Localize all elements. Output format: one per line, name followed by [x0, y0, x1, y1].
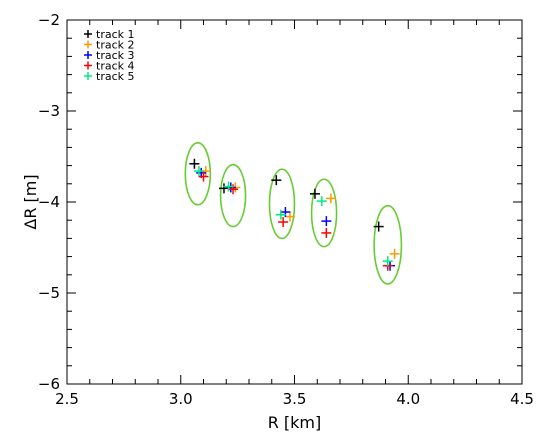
data-point-plus: [321, 227, 332, 238]
data-point-plus: [189, 158, 200, 169]
legend-label: track 5: [96, 70, 135, 83]
y-tick-label: −5: [38, 284, 60, 302]
y-tick-label: −2: [38, 11, 60, 29]
data-point-plus: [316, 196, 327, 207]
legend-entry: track 2: [84, 39, 135, 52]
data-point-plus: [225, 182, 236, 193]
x-axis-title: R [km]: [268, 413, 322, 432]
data-point-plus: [218, 183, 229, 194]
legend-label: track 3: [96, 49, 135, 62]
data-point-plus: [280, 207, 291, 218]
y-axis-ticks: −6 −5 −4 −3 −2: [38, 11, 522, 393]
legend-label: track 4: [96, 60, 135, 73]
cluster-ellipse: [268, 168, 296, 240]
data-point-plus: [309, 188, 320, 199]
legend-entry: track 5: [84, 70, 135, 83]
legend-entry: track 3: [84, 49, 135, 62]
data-point-plus: [373, 221, 384, 232]
y-tick-label: −6: [38, 375, 60, 393]
data-point-plus: [223, 181, 234, 192]
cluster-ellipse: [310, 178, 338, 248]
legend-entry: track 1: [84, 28, 135, 41]
x-tick-label: 3.5: [283, 390, 307, 408]
data-point-plus: [389, 248, 400, 259]
data-points: [189, 158, 400, 271]
x-tick-label: 4.5: [510, 390, 534, 408]
data-point-plus: [284, 211, 295, 222]
data-point-plus: [193, 166, 204, 177]
data-point-plus: [275, 209, 286, 220]
data-point-plus: [228, 184, 239, 195]
cluster-ellipse: [184, 142, 212, 206]
legend-label: track 1: [96, 28, 135, 41]
x-tick-label: 2.5: [55, 390, 79, 408]
data-point-plus: [382, 256, 393, 267]
cluster-ellipses: [184, 142, 403, 285]
y-axis-title: ΔR [m]: [21, 174, 40, 229]
legend-label: track 2: [96, 39, 135, 52]
cluster-ellipse: [219, 163, 247, 228]
data-point-plus: [325, 193, 336, 204]
data-point-plus: [321, 216, 332, 227]
y-tick-label: −4: [38, 193, 60, 211]
y-tick-label: −3: [38, 102, 60, 120]
data-point-plus: [278, 217, 289, 228]
cluster-ellipse: [373, 204, 403, 285]
x-axis-ticks: 2.5 3.0 3.5 4.0 4.5: [55, 20, 534, 408]
x-tick-label: 3.0: [169, 390, 193, 408]
x-tick-label: 4.0: [396, 390, 420, 408]
legend-entry: track 4: [84, 60, 135, 73]
data-point-plus: [198, 171, 209, 182]
data-point-plus: [271, 175, 282, 186]
